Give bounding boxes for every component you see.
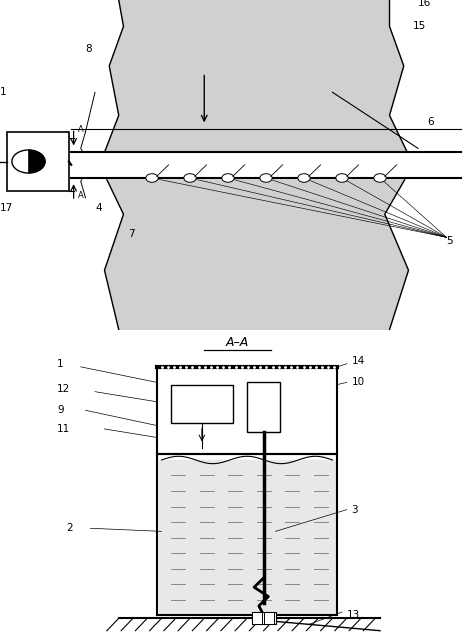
Text: 8: 8 xyxy=(86,44,92,54)
Bar xyxy=(247,382,280,432)
Circle shape xyxy=(12,150,45,173)
Bar xyxy=(7,132,69,191)
Text: A–A: A–A xyxy=(226,335,249,349)
Polygon shape xyxy=(100,0,413,330)
Text: A: A xyxy=(78,125,84,134)
Wedge shape xyxy=(28,150,45,173)
Text: 3: 3 xyxy=(352,504,358,515)
Polygon shape xyxy=(71,152,461,178)
Text: 9: 9 xyxy=(57,405,64,415)
Text: 1: 1 xyxy=(0,87,7,97)
Circle shape xyxy=(146,173,158,182)
Text: A: A xyxy=(78,191,84,200)
Text: 2: 2 xyxy=(66,524,73,533)
Text: 7: 7 xyxy=(128,229,135,239)
Bar xyxy=(264,612,274,625)
Text: 4: 4 xyxy=(95,203,102,212)
Bar xyxy=(157,454,337,615)
Text: 17: 17 xyxy=(0,203,13,212)
Circle shape xyxy=(336,173,348,182)
Circle shape xyxy=(260,173,272,182)
Bar xyxy=(252,612,262,625)
Circle shape xyxy=(184,173,196,182)
Bar xyxy=(252,612,275,625)
Text: 15: 15 xyxy=(413,21,427,31)
Circle shape xyxy=(374,173,386,182)
Text: 13: 13 xyxy=(347,610,360,620)
Text: 6: 6 xyxy=(428,117,434,127)
Text: 11: 11 xyxy=(57,424,70,434)
Bar xyxy=(157,367,337,454)
Bar xyxy=(171,385,233,423)
Circle shape xyxy=(298,173,310,182)
Text: 16: 16 xyxy=(418,0,431,8)
Text: 12: 12 xyxy=(57,383,70,394)
Text: 5: 5 xyxy=(446,236,453,246)
Circle shape xyxy=(222,173,234,182)
Polygon shape xyxy=(159,460,335,614)
Text: 14: 14 xyxy=(352,356,365,365)
Text: 1: 1 xyxy=(57,359,64,369)
Text: 10: 10 xyxy=(352,378,365,387)
